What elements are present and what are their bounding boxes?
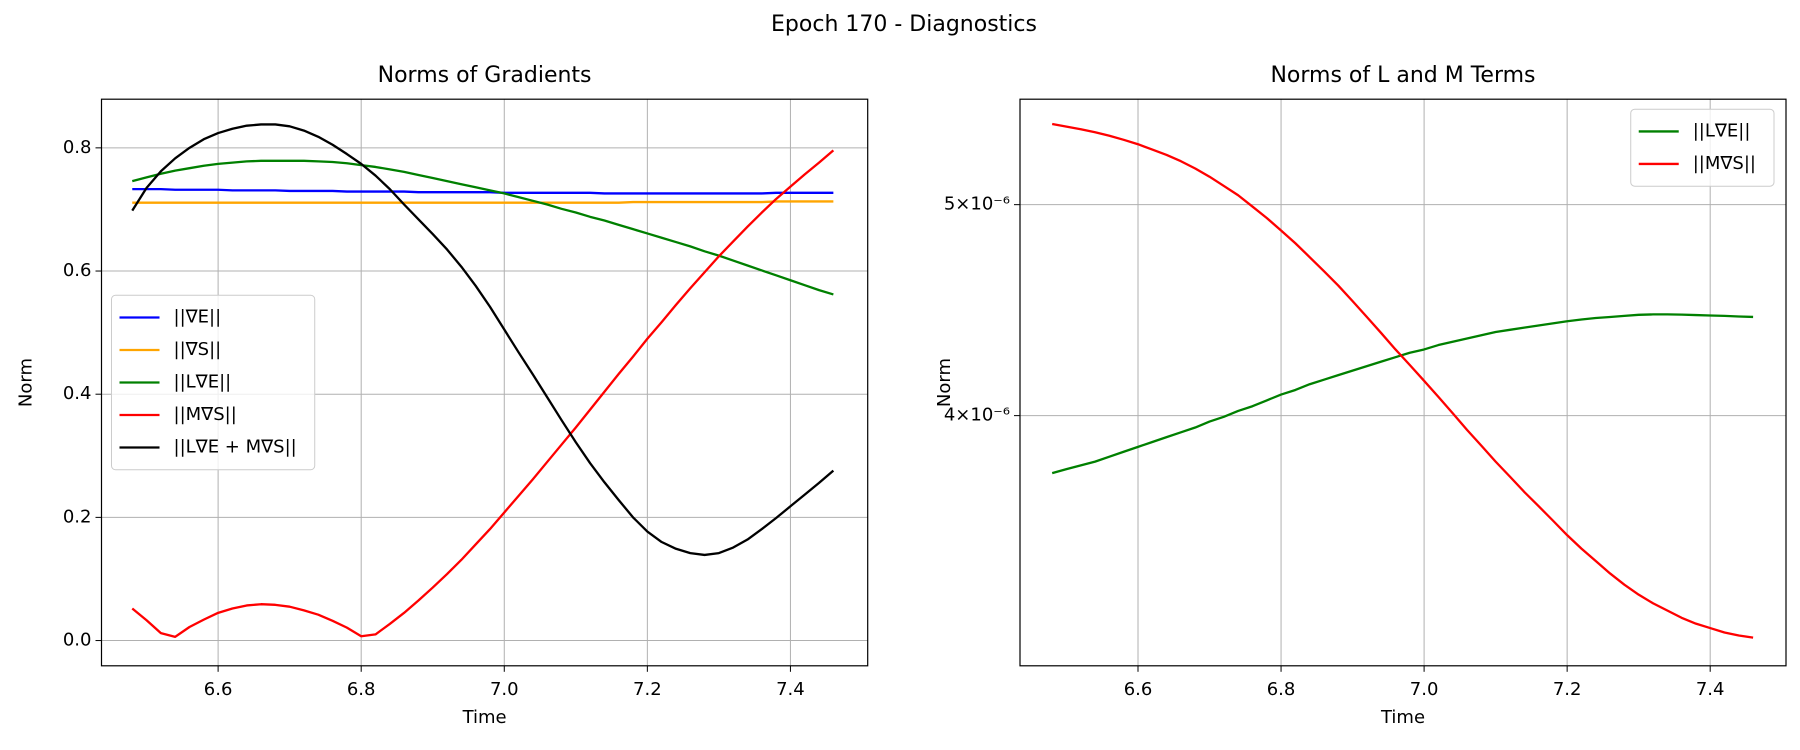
legend-label: ||M∇S||	[174, 404, 237, 425]
x-tick-label: 7.0	[490, 679, 519, 700]
series-line	[131, 123, 835, 557]
chart-title: Norms of L and M Terms	[1270, 63, 1535, 88]
chart-title: Norms of Gradients	[378, 63, 592, 88]
y-tick-label: 0.6	[63, 260, 92, 281]
legend: ||∇E|| ||∇S|| ||L∇E|| ||M∇S|| ||L∇E + M∇S||	[111, 294, 316, 471]
legend-box	[111, 294, 316, 471]
legend-label: ||∇S||	[174, 339, 222, 360]
y-tick-label: 0.0	[63, 630, 92, 651]
axes-frame	[1019, 98, 1787, 667]
x-tick-label: 6.8	[347, 679, 376, 700]
y-axis-label: Norm	[934, 358, 955, 407]
x-tick-label: 7.4	[776, 679, 805, 700]
series-line	[131, 149, 835, 638]
x-tick-label: 7.0	[1410, 679, 1439, 700]
x-axis-label: Time	[1380, 707, 1425, 728]
series-line	[132, 200, 834, 204]
x-tick-label: 7.2	[1553, 679, 1582, 700]
x-axis-label: Time	[462, 707, 507, 728]
y-axis-label: Norm	[16, 358, 37, 407]
legend-label: ||L∇E + M∇S||	[174, 437, 297, 458]
legend-label: ||∇E||	[174, 307, 222, 328]
series-line	[1051, 122, 1754, 639]
legend-label: ||L∇E||	[174, 372, 232, 393]
x-tick-label: 6.6	[204, 679, 233, 700]
series-line	[1051, 313, 1754, 475]
legend-label: ||L∇E||	[1693, 120, 1751, 141]
series-line	[132, 187, 834, 195]
plot-area	[1051, 122, 1754, 639]
y-tick-label: 4×10⁻⁶	[944, 405, 1010, 426]
y-tick-label: 0.8	[63, 137, 92, 158]
y-tick-label: 5×10⁻⁶	[944, 194, 1010, 215]
x-tick-label: 6.8	[1267, 679, 1296, 700]
axes-frame	[100, 98, 869, 667]
x-tick-label: 7.4	[1696, 679, 1725, 700]
y-tick-label: 0.2	[63, 506, 92, 527]
x-tick-label: 6.6	[1124, 679, 1153, 700]
figure-title: Epoch 170 - Diagnostics	[771, 12, 1037, 37]
legend: ||L∇E|| ||M∇S||	[1630, 108, 1775, 187]
x-tick-label: 7.2	[633, 679, 662, 700]
plot-area	[131, 123, 835, 638]
legend-label: ||M∇S||	[1693, 153, 1756, 174]
series-line	[131, 159, 834, 296]
legend-box	[1630, 108, 1775, 187]
y-tick-label: 0.4	[63, 383, 92, 404]
